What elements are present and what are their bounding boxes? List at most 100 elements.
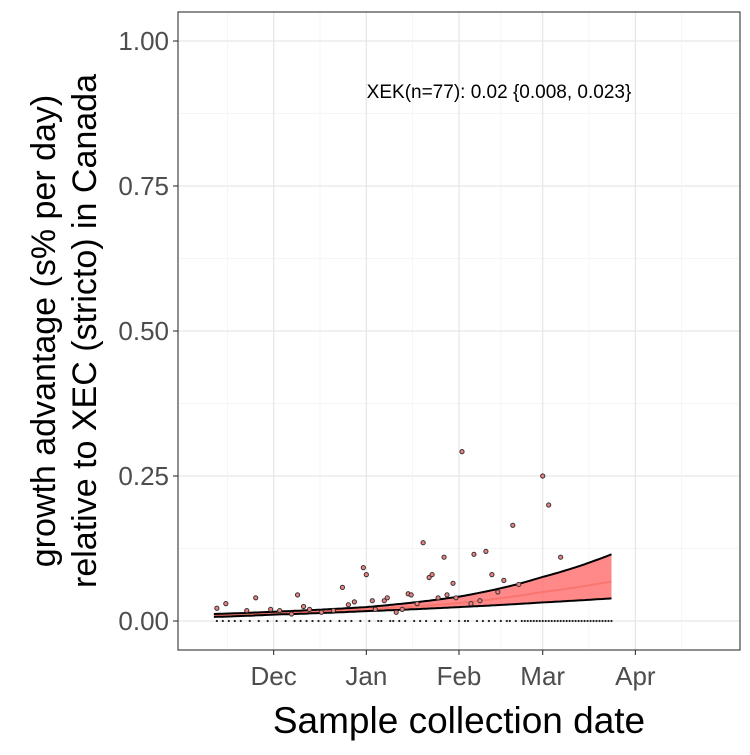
data-point [253, 595, 259, 601]
zero-point [538, 619, 541, 623]
data-point [351, 599, 357, 605]
zero-point [526, 619, 529, 623]
data-point [429, 572, 435, 578]
zero-point [571, 619, 574, 623]
data-point [381, 598, 387, 604]
zero-point [323, 619, 326, 623]
x-axis: Dec Jan Feb Mar Apr [251, 650, 656, 691]
zero-point [398, 619, 401, 623]
y-tick-label: 0.25 [118, 461, 169, 491]
data-point [444, 592, 450, 598]
zero-point [475, 619, 479, 623]
data-point [450, 580, 456, 586]
zero-point [556, 619, 559, 623]
zero-point [604, 619, 607, 623]
zero-point [481, 619, 485, 623]
data-point [471, 551, 477, 557]
zero-points-layer [215, 619, 613, 623]
zero-point [595, 619, 598, 623]
zero-point [577, 619, 580, 623]
zero-point [508, 619, 511, 623]
grid-lines [178, 12, 740, 650]
data-point [501, 577, 507, 584]
zero-point [568, 619, 571, 623]
data-point [360, 565, 366, 571]
zero-point [529, 619, 532, 623]
zero-point [227, 619, 230, 623]
zero-point [221, 619, 224, 623]
zero-point [523, 619, 526, 623]
data-point [477, 598, 483, 604]
zero-point [547, 619, 550, 623]
zero-point [580, 619, 583, 623]
zero-point [463, 619, 467, 623]
data-point [468, 601, 474, 607]
annotation-text: XEK(n=77): 0.02 {0.008, 0.023} [367, 82, 632, 103]
zero-point [377, 619, 380, 623]
zero-point [553, 619, 556, 623]
zero-point [574, 619, 577, 623]
data-point [330, 607, 337, 614]
zero-point [565, 619, 568, 623]
data-point [441, 554, 447, 560]
zero-point [466, 619, 470, 623]
data-point [372, 606, 378, 613]
y-tick-label: 1.00 [118, 26, 169, 56]
data-point [558, 554, 564, 560]
data-point [399, 606, 405, 613]
zero-point [380, 619, 383, 623]
zero-point [607, 619, 610, 623]
zero-point [601, 619, 604, 623]
zero-point [317, 619, 320, 623]
data-point [223, 601, 229, 607]
zero-point [610, 619, 613, 623]
data-points-layer [214, 449, 564, 617]
data-point [214, 605, 220, 611]
zero-point [248, 619, 251, 623]
zero-point [329, 619, 332, 623]
zero-point [257, 619, 260, 623]
data-point [435, 595, 441, 601]
zero-point [284, 619, 287, 623]
zero-point [392, 619, 395, 623]
zero-point [368, 619, 371, 623]
data-point [339, 584, 346, 590]
data-point [540, 473, 546, 479]
zero-point [505, 619, 508, 623]
zero-point [215, 619, 218, 623]
zero-point [559, 619, 562, 623]
zero-point [493, 619, 496, 623]
zero-point [275, 619, 278, 623]
data-point [363, 572, 369, 578]
zero-point [499, 619, 502, 623]
zero-point [344, 619, 347, 623]
zero-point [338, 619, 341, 623]
y-axis-title-line-1: growth advantage (s% per day) [25, 95, 63, 567]
zero-point [425, 619, 428, 623]
zero-point [433, 619, 437, 623]
zero-point [550, 619, 553, 623]
data-point [483, 548, 489, 555]
data-point [244, 607, 250, 614]
zero-point [439, 619, 443, 623]
zero-point [457, 619, 461, 623]
zero-point [487, 619, 490, 623]
zero-point [266, 619, 269, 623]
zero-point [541, 619, 544, 623]
data-point [489, 572, 495, 578]
data-point [306, 606, 313, 613]
data-point [318, 609, 325, 615]
zero-point [532, 619, 535, 623]
data-point [345, 602, 351, 608]
y-axis: 0.00 0.25 0.50 0.75 1.00 [118, 26, 178, 636]
data-point [384, 595, 390, 601]
y-axis-title-line-2: relative to XEC (stricto) in Canada [66, 74, 104, 588]
zero-point [514, 619, 517, 623]
data-point [288, 611, 295, 617]
zero-point [589, 619, 592, 623]
data-point [516, 581, 522, 588]
y-tick-label: 0.50 [118, 316, 169, 346]
data-point [426, 574, 432, 581]
data-point [277, 607, 283, 614]
